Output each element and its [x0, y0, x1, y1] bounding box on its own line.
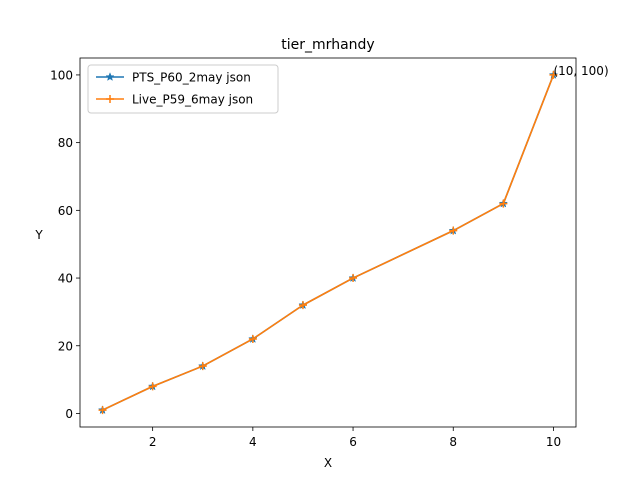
data-point-plus: [106, 95, 114, 103]
x-tick-label: 8: [449, 435, 457, 449]
y-tick-label: 40: [58, 272, 73, 286]
x-tick-label: 10: [546, 435, 561, 449]
y-tick-label: 100: [50, 68, 73, 82]
x-axis-label: X: [324, 456, 332, 470]
data-point-plus: [549, 70, 558, 79]
data-point-plus: [298, 301, 307, 310]
plot-frame: [79, 57, 577, 428]
y-tick-label: 80: [58, 136, 73, 150]
y-axis-label: Y: [34, 228, 43, 242]
x-tick-label: 4: [249, 435, 257, 449]
series-2: [98, 70, 558, 415]
y-tick-label: 0: [65, 407, 73, 421]
chart-title: tier_mrhandy: [281, 37, 374, 53]
data-point-star: [105, 72, 115, 81]
x-tick-label: 6: [349, 435, 357, 449]
data-point-plus: [349, 274, 358, 283]
legend-entry: PTS_P60_2may json: [96, 71, 251, 85]
legend: PTS_P60_2may json Live_P59_6may json: [87, 64, 279, 114]
y-tick-label: 20: [58, 339, 73, 353]
y-tick-label: 60: [58, 204, 73, 218]
data-point-plus: [248, 334, 257, 343]
data-point-plus: [449, 226, 458, 235]
legend-label: PTS_P60_2may json: [132, 71, 251, 85]
legend-box: [87, 64, 279, 114]
data-point-plus: [148, 382, 157, 391]
x-tick-label: 2: [149, 435, 157, 449]
legend-label: Live_P59_6may json: [132, 93, 253, 107]
point-annotation: (10, 100): [553, 64, 608, 78]
data-point-plus: [198, 362, 207, 371]
legend-entry: Live_P59_6may json: [96, 93, 253, 107]
data-point-plus: [98, 406, 107, 415]
data-point-plus: [499, 199, 508, 208]
